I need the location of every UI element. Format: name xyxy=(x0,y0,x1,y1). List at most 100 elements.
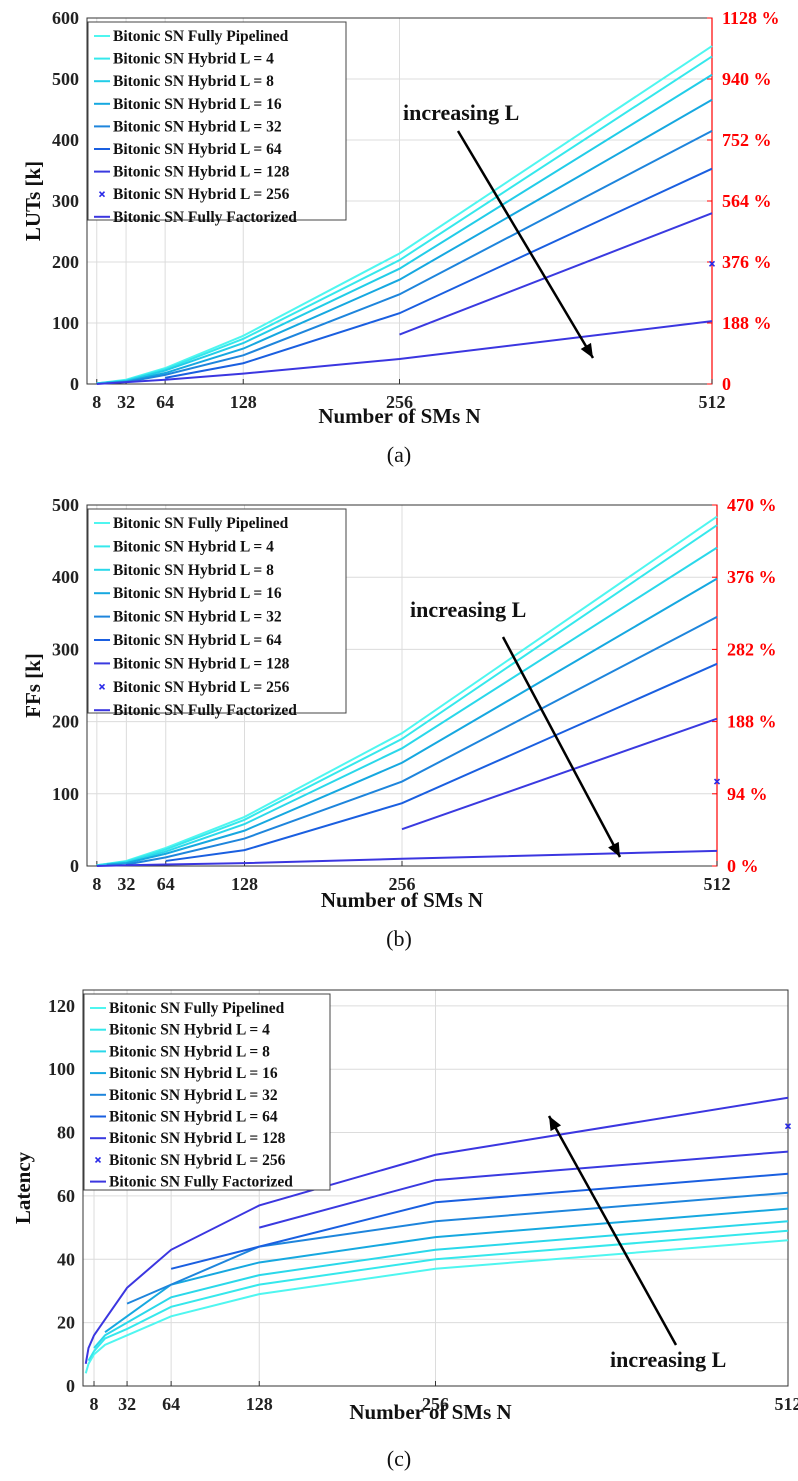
series-line-5 xyxy=(126,616,718,866)
legend-box xyxy=(87,508,347,714)
legend-label-6: Bitonic SN Hybrid L = 64 xyxy=(113,632,282,649)
y2-tick-label: 376 % xyxy=(727,567,777,587)
legend-swatch-8 xyxy=(98,191,106,198)
annotation-text: increasing L xyxy=(610,1347,726,1372)
legend: Bitonic SN Fully Pipelined Bitonic SN Hyb… xyxy=(87,508,347,719)
legend-label-5: Bitonic SN Hybrid L = 32 xyxy=(113,609,282,626)
legend-label-4: Bitonic SN Hybrid L = 16 xyxy=(113,585,282,602)
series-line-3 xyxy=(93,1220,789,1349)
y-tick-label: 0 xyxy=(66,1376,75,1396)
chart-panel-3: 8 32 64 128 256 512 0 20 40 60 80 100 120 Number of S… xyxy=(11,989,798,1471)
legend-label-1: Bitonic SN Fully Pipelined xyxy=(109,1000,285,1017)
y-tick-label: 500 xyxy=(52,495,79,515)
y-tick-label: 20 xyxy=(57,1313,75,1333)
series-marker-8 xyxy=(784,1123,792,1130)
x-tick-label: 64 xyxy=(162,1394,180,1414)
legend-label-2: Bitonic SN Hybrid L = 4 xyxy=(113,51,274,68)
y-tick-label: 0 xyxy=(70,374,79,394)
legend-box xyxy=(87,21,347,221)
legend-swatch-8 xyxy=(98,683,106,690)
y-axis-label: Latency xyxy=(11,1151,35,1224)
x-tick-label: 256 xyxy=(422,1394,449,1414)
x-tick-label: 128 xyxy=(246,1394,273,1414)
series-line-4 xyxy=(104,1207,789,1333)
y2-tick-label: 0 % xyxy=(727,856,759,876)
y-tick-label: 40 xyxy=(57,1249,75,1269)
series-line-9 xyxy=(96,320,713,385)
annotation-arrow xyxy=(501,636,622,858)
y-axis-label: LUTs [k] xyxy=(21,161,45,241)
x-tick-label: 128 xyxy=(230,392,257,412)
legend-label-3: Bitonic SN Hybrid L = 8 xyxy=(109,1043,270,1060)
y2-tick-label: 0 xyxy=(722,374,731,394)
legend-label-6: Bitonic SN Hybrid L = 64 xyxy=(109,1109,278,1126)
series-line-2 xyxy=(87,1229,789,1362)
y-tick-label: 80 xyxy=(57,1123,75,1143)
y-tick-label: 600 xyxy=(52,8,79,28)
panel-caption: (c) xyxy=(387,1446,411,1471)
x-tick-label: 64 xyxy=(156,392,174,412)
legend-label-5: Bitonic SN Hybrid L = 32 xyxy=(113,118,282,135)
legend-label-7: Bitonic SN Hybrid L = 128 xyxy=(109,1130,286,1147)
series-line-7 xyxy=(401,717,718,831)
legend-label-3: Bitonic SN Hybrid L = 8 xyxy=(113,73,274,90)
x-tick-label: 512 xyxy=(704,874,731,894)
y-tick-label: 200 xyxy=(52,712,79,732)
x-tick-label: 512 xyxy=(699,392,726,412)
x-tick-label: 512 xyxy=(775,1394,798,1414)
series-line-7 xyxy=(258,1150,789,1229)
series-line-9 xyxy=(96,849,718,867)
panel-caption: (b) xyxy=(386,926,412,951)
x-axis-label: Number of SMs N xyxy=(349,1400,511,1424)
y2-tick-label: 188 % xyxy=(727,712,777,732)
annotation-text: increasing L xyxy=(410,597,526,622)
legend: Bitonic SN Fully Pipelined Bitonic SN Hyb… xyxy=(83,993,331,1191)
x-axis-label: Number of SMs N xyxy=(321,888,483,912)
legend-label-8: Bitonic SN Hybrid L = 256 xyxy=(113,679,290,696)
series-line-6 xyxy=(165,662,718,862)
legend-label-7: Bitonic SN Hybrid L = 128 xyxy=(113,655,290,672)
legend-label-1: Bitonic SN Fully Pipelined xyxy=(113,515,289,532)
legend-label-1: Bitonic SN Fully Pipelined xyxy=(113,28,289,45)
x-tick-label: 8 xyxy=(90,1394,99,1414)
y-tick-label: 100 xyxy=(52,784,79,804)
y2-tick-label: 1128 % xyxy=(722,8,780,28)
legend-label-9: Bitonic SN Fully Factorized xyxy=(113,702,297,719)
chart-panel-2: 8 32 64 128 256 512 0 100 200 300 400 500 0 % 94 % 188… xyxy=(21,495,777,951)
y-tick-label: 300 xyxy=(52,639,79,659)
x-tick-label: 8 xyxy=(92,874,101,894)
y-tick-label: 200 xyxy=(52,252,79,272)
x-axis-label: Number of SMs N xyxy=(318,404,480,428)
x-tick-label: 8 xyxy=(92,392,101,412)
y-tick-label: 100 xyxy=(52,313,79,333)
legend-label-4: Bitonic SN Hybrid L = 16 xyxy=(109,1065,278,1082)
annotation-arrow xyxy=(456,130,595,359)
y-tick-label: 0 xyxy=(70,856,79,876)
x-tick-label: 32 xyxy=(118,1394,136,1414)
annotation-arrowhead xyxy=(549,1116,562,1132)
legend-box xyxy=(83,993,331,1191)
annotation-arrowhead xyxy=(580,342,593,358)
y2-tick-label: 564 % xyxy=(722,191,772,211)
y2-tick-label: 188 % xyxy=(722,313,772,333)
legend-label-5: Bitonic SN Hybrid L = 32 xyxy=(109,1087,278,1104)
y2-tick-label: 282 % xyxy=(727,639,777,659)
annotation-text: increasing L xyxy=(403,100,519,125)
y-tick-label: 300 xyxy=(52,191,79,211)
x-tick-label: 256 xyxy=(386,392,413,412)
y2-tick-label: 752 % xyxy=(722,130,772,150)
legend-label-3: Bitonic SN Hybrid L = 8 xyxy=(113,562,274,579)
y2-tick-label: 470 % xyxy=(727,495,777,515)
legend-label-2: Bitonic SN Hybrid L = 4 xyxy=(109,1022,270,1039)
y-tick-label: 120 xyxy=(48,996,75,1016)
legend-label-8: Bitonic SN Hybrid L = 256 xyxy=(109,1152,286,1169)
legend-label-9: Bitonic SN Fully Factorized xyxy=(113,209,297,226)
legend-label-7: Bitonic SN Hybrid L = 128 xyxy=(113,164,290,181)
x-tick-label: 256 xyxy=(389,874,416,894)
y2-tick-label: 376 % xyxy=(722,252,772,272)
series-line-5 xyxy=(125,129,713,384)
series-line-4 xyxy=(106,577,718,866)
legend-label-4: Bitonic SN Hybrid L = 16 xyxy=(113,96,282,113)
